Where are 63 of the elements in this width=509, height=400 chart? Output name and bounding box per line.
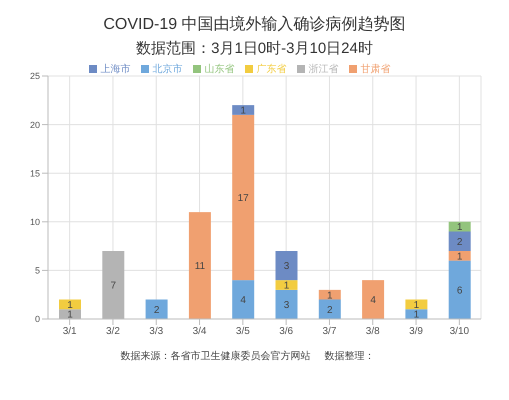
data-label: 1 — [456, 222, 463, 234]
data-label: 6 — [456, 285, 463, 296]
data-label: 3 — [284, 261, 290, 272]
bar — [232, 280, 254, 319]
data-label: 1 — [67, 300, 74, 311]
x-tick-label: 3/5 — [236, 326, 250, 338]
x-tick-label: 3/6 — [279, 326, 294, 338]
bar — [448, 260, 471, 319]
x-tick-label: 3/10 — [450, 326, 470, 338]
bar — [448, 222, 471, 232]
data-label: 1 — [67, 310, 74, 321]
chart-subtitle: 数据范围：3月1日0时-3月10日24时 — [135, 39, 374, 58]
x-tick-label: 3/4 — [192, 326, 207, 338]
legend-label: 上海市 — [100, 64, 130, 75]
chart-title: COVID-19 中国由境外输入确诊病例趋势图 — [102, 14, 407, 35]
bar — [405, 300, 428, 310]
data-label: 1 — [240, 106, 246, 117]
legend-label: 山东省 — [204, 64, 234, 75]
bar — [448, 232, 471, 251]
data-label: 2 — [154, 304, 160, 316]
data-label: 2 — [327, 304, 334, 316]
y-tick-label: 5 — [34, 266, 40, 276]
x-tick-label: 3/1 — [62, 326, 78, 338]
bar — [276, 250, 298, 280]
bar — [318, 300, 341, 319]
y-tick-label: 20 — [30, 120, 40, 130]
legend-label: 浙江省 — [308, 64, 338, 75]
y-tick-label: 10 — [30, 216, 40, 227]
bar — [448, 250, 471, 261]
y-tick-label: 25 — [30, 71, 40, 82]
data-label: 3 — [284, 300, 290, 311]
bar — [362, 280, 384, 319]
legend-label: 广东省 — [256, 64, 286, 75]
x-tick-label: 3/7 — [322, 326, 337, 338]
data-label: 17 — [238, 193, 250, 204]
data-label: 1 — [414, 310, 420, 321]
x-tick-label: 3/3 — [149, 326, 164, 338]
bar — [232, 105, 254, 115]
bar — [146, 300, 168, 319]
bar — [59, 300, 81, 310]
bar — [276, 280, 298, 290]
data-label: 1 — [327, 290, 334, 302]
data-label: 1 — [456, 251, 463, 262]
legend-label: 甘肃省 — [360, 64, 390, 75]
data-label: 1 — [284, 280, 290, 292]
text: 数据整理： — [324, 351, 374, 362]
data-label: 11 — [194, 261, 206, 272]
x-tick-label: 3/9 — [409, 326, 424, 338]
data-label: 1 — [414, 300, 420, 311]
y-tick-label: 15 — [30, 168, 40, 178]
legend-label: 北京市 — [152, 64, 182, 75]
bar — [188, 212, 211, 319]
bar — [276, 290, 298, 319]
x-tick-label: 3/2 — [106, 326, 120, 338]
source-note: 数据来源：各省市卫生健康委员会官方网站 — [120, 351, 310, 362]
data-label: 4 — [370, 295, 376, 306]
bar — [318, 290, 341, 300]
x-tick-label: 3/8 — [366, 326, 380, 338]
data-label: 7 — [110, 280, 117, 292]
bar — [232, 114, 254, 280]
data-label: 2 — [456, 236, 463, 248]
y-tick-label: 0 — [34, 314, 40, 324]
data-label: 4 — [240, 295, 246, 306]
